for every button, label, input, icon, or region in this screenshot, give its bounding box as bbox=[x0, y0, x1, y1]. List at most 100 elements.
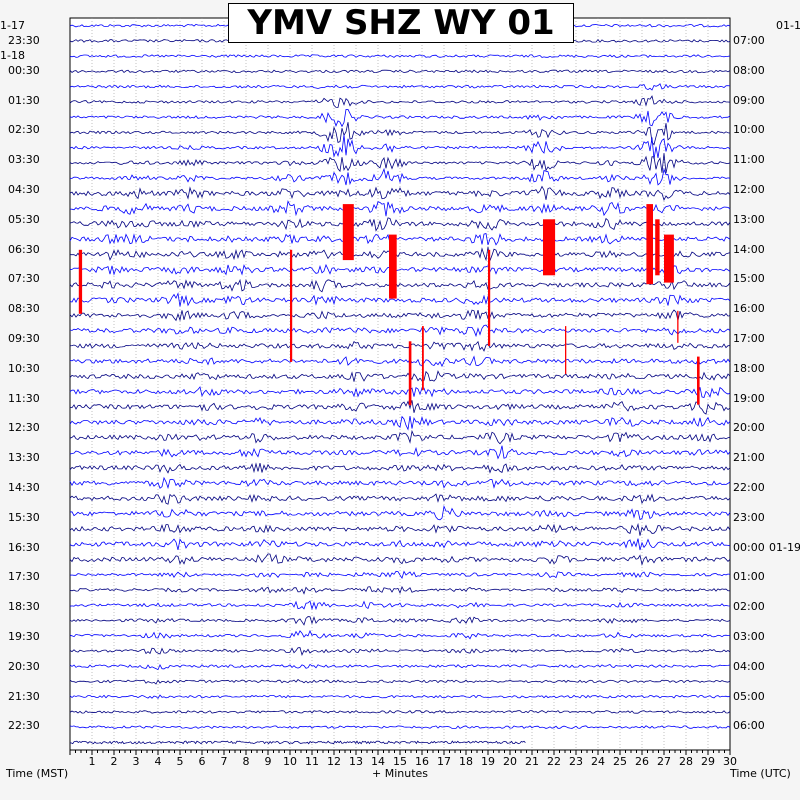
trace-line bbox=[69, 462, 731, 474]
x-tick-label: 20 bbox=[503, 755, 517, 768]
x-tick-label: 13 bbox=[349, 755, 363, 768]
clip-mark bbox=[655, 219, 660, 276]
trace-line bbox=[69, 324, 731, 338]
trace-line bbox=[69, 263, 731, 276]
trace-line bbox=[69, 493, 731, 505]
x-tick-label: 28 bbox=[679, 755, 693, 768]
trace-line bbox=[69, 309, 731, 322]
clip-mark bbox=[677, 310, 679, 343]
clip-mark bbox=[408, 341, 412, 406]
x-tick-label: 16 bbox=[415, 755, 429, 768]
x-tick-label: 2 bbox=[110, 755, 118, 768]
right-time-label: 02:00 bbox=[733, 600, 765, 614]
trace-line bbox=[69, 95, 731, 108]
trace-line bbox=[69, 400, 731, 415]
left-axis-title: Time (MST) bbox=[6, 767, 69, 780]
left-time-label: 18:30 bbox=[8, 600, 40, 614]
trace-line bbox=[69, 647, 731, 656]
trace-line bbox=[70, 247, 731, 262]
clip-mark bbox=[389, 234, 397, 299]
left-time-label: 09:30 bbox=[8, 332, 40, 345]
left-time-label: 22:30 bbox=[8, 719, 40, 733]
right-time-label: 20:00 bbox=[733, 421, 765, 435]
left-time-label: 03:30 bbox=[8, 153, 40, 167]
trace-line bbox=[69, 476, 731, 490]
trace-line bbox=[69, 522, 731, 536]
trace-line bbox=[69, 725, 731, 729]
x-tick-label: 10 bbox=[283, 755, 297, 768]
right-date-label-2: 01-19 bbox=[769, 541, 800, 554]
trace-line bbox=[69, 122, 731, 146]
right-axis-title: Time (UTC) bbox=[730, 767, 791, 780]
trace-line bbox=[69, 538, 731, 551]
trace-line bbox=[69, 504, 731, 521]
clip-mark bbox=[78, 249, 83, 314]
left-time-label: 06:30 bbox=[8, 242, 40, 256]
trace-line bbox=[69, 553, 731, 566]
right-time-label: 06:00 bbox=[733, 719, 765, 733]
clip-marks bbox=[78, 204, 700, 406]
trace-line bbox=[69, 710, 731, 714]
left-time-label: 07:30 bbox=[8, 272, 40, 286]
right-time-label: 01:00 bbox=[733, 570, 765, 584]
chart-title: YMV SHZ WY 01 bbox=[228, 3, 574, 43]
x-tick-label: 5 bbox=[176, 755, 184, 768]
right-time-label: 04:00 bbox=[733, 659, 765, 673]
trace-line bbox=[69, 629, 730, 640]
left-time-label: 20:30 bbox=[8, 659, 40, 673]
left-time-label: 12:30 bbox=[8, 421, 40, 435]
trace-line bbox=[69, 415, 731, 431]
trace-line bbox=[69, 370, 731, 382]
right-time-label: 19:00 bbox=[733, 391, 765, 405]
left-time-label: 14:30 bbox=[8, 481, 40, 494]
right-date-label-1: 01-1 bbox=[776, 19, 800, 32]
axis-ticks bbox=[69, 750, 731, 755]
right-time-label: 16:00 bbox=[733, 302, 765, 316]
x-tick-label: 21 bbox=[525, 755, 539, 768]
left-time-label: 23:30 bbox=[8, 34, 40, 47]
clip-mark bbox=[664, 234, 674, 283]
x-tick-label: 27 bbox=[657, 755, 671, 768]
x-tick-label: 30 bbox=[723, 755, 737, 768]
x-tick-label: 29 bbox=[701, 755, 715, 768]
x-tick-label: 22 bbox=[547, 755, 561, 768]
clip-mark bbox=[543, 219, 556, 276]
left-time-label: 19:30 bbox=[8, 630, 40, 643]
left-time-label: 05:30 bbox=[8, 212, 40, 226]
trace-line bbox=[69, 185, 731, 201]
right-time-label: 22:00 bbox=[733, 481, 765, 494]
trace-line bbox=[69, 585, 731, 595]
right-time-label: 00:00 bbox=[733, 540, 765, 554]
x-tick-label: 6 bbox=[198, 755, 206, 768]
right-time-label: 08:00 bbox=[733, 63, 765, 77]
left-time-label: 17:30 bbox=[8, 570, 40, 584]
right-time-label: 07:00 bbox=[733, 34, 765, 47]
clip-mark bbox=[646, 204, 653, 285]
x-tick-label: 17 bbox=[437, 755, 451, 768]
left-time-label: 10:30 bbox=[8, 361, 40, 375]
right-time-label: 18:00 bbox=[733, 361, 765, 375]
clip-mark bbox=[342, 204, 354, 261]
x-tick-label: 23 bbox=[569, 755, 583, 768]
trace-line bbox=[69, 663, 731, 671]
trace-line bbox=[69, 386, 731, 398]
left-time-label: 11:30 bbox=[8, 391, 40, 405]
trace-line bbox=[69, 109, 731, 128]
trace-line bbox=[69, 200, 731, 217]
left-date-label-2: 1-18 bbox=[0, 49, 25, 62]
x-tick-label: 8 bbox=[242, 755, 250, 768]
right-time-label: 14:00 bbox=[733, 242, 765, 256]
x-tick-label: 1 bbox=[88, 755, 96, 768]
trace-line bbox=[69, 679, 731, 685]
x-tick-label: 4 bbox=[154, 755, 162, 768]
x-tick-label: 11 bbox=[305, 755, 319, 768]
right-time-label: 05:00 bbox=[733, 689, 765, 703]
clip-mark bbox=[488, 249, 491, 346]
trace-line bbox=[69, 153, 731, 174]
trace-line bbox=[69, 292, 731, 307]
left-time-label: 02:30 bbox=[8, 123, 40, 137]
x-tick-label: 18 bbox=[459, 755, 473, 768]
trace-line bbox=[69, 355, 731, 368]
x-tick-label: 12 bbox=[327, 755, 341, 768]
